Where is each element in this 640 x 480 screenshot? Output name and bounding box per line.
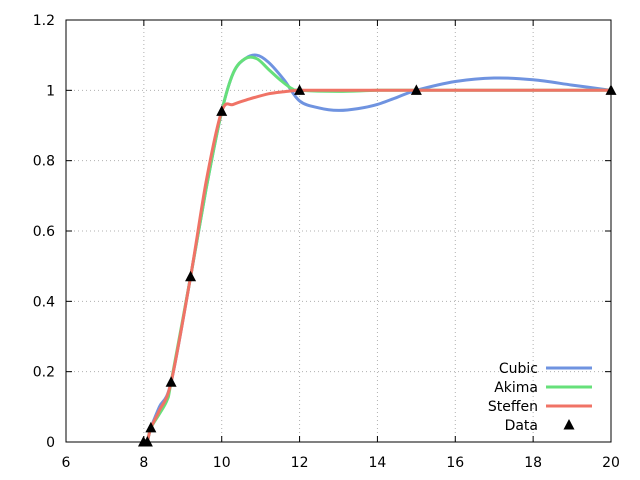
data-point-marker: [294, 84, 306, 95]
legend: Cubic Akima Steffen Data: [488, 361, 592, 434]
legend-label-data: Data: [505, 418, 538, 434]
y-tick-labels: 0 0.2 0.4 0.6 0.8 1 1.2: [33, 13, 55, 451]
x-tick-label: 10: [213, 455, 231, 471]
series-line-cubic: [145, 53, 613, 444]
x-tick-label: 6: [62, 455, 71, 471]
data-point-marker: [141, 436, 153, 447]
legend-swatch-data-icon: [563, 419, 575, 430]
x-tick-label: 14: [369, 455, 387, 471]
legend-label-cubic: Cubic: [499, 361, 538, 377]
x-tick-label: 18: [524, 455, 542, 471]
data-point-marker: [165, 376, 177, 387]
data-point-marker: [410, 84, 422, 95]
x-tick-label: 16: [446, 455, 464, 471]
legend-label-steffen: Steffen: [488, 399, 538, 415]
y-tick-label: 0.2: [33, 365, 55, 381]
x-tick-label: 8: [139, 455, 148, 471]
series-layer: [145, 53, 613, 444]
y-tick-label: 0.6: [33, 224, 55, 240]
y-tick-label: 0: [46, 435, 55, 451]
x-tick-labels: 6 8 10 12 14 16 18 20: [62, 455, 620, 471]
y-tick-label: 0.8: [33, 154, 55, 170]
plot-frame: [65, 19, 612, 443]
data-point-marker: [145, 421, 157, 433]
data-point-marker: [185, 270, 197, 282]
grid: [66, 20, 611, 442]
x-tick-label: 12: [291, 455, 309, 471]
y-tick-label: 0.4: [33, 294, 55, 310]
y-tick-label: 1.2: [33, 13, 55, 29]
y-tick-label: 1: [46, 83, 55, 99]
x-tick-label: 20: [602, 455, 620, 471]
legend-label-akima: Akima: [494, 380, 538, 396]
series-line-steffen: [145, 88, 613, 444]
data-point-marker: [216, 105, 228, 116]
